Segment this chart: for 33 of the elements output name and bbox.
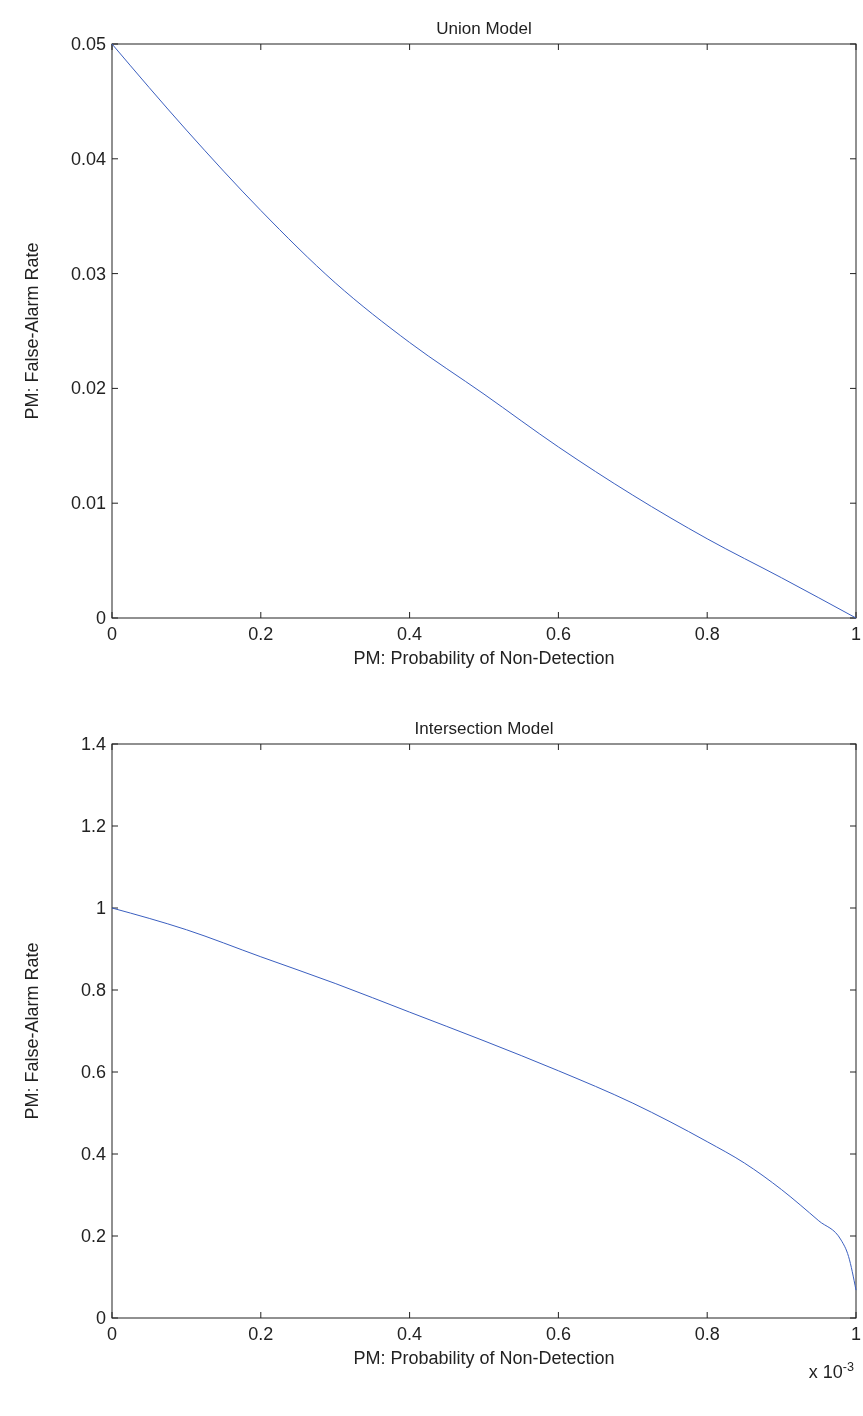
y-axis-title: PM: False-Alarm Rate: [22, 242, 42, 420]
x-tick-label: 0.6: [545, 1324, 571, 1344]
x-tick-label: 0.8: [694, 624, 720, 644]
y-tick-label: 0: [95, 1308, 106, 1328]
x-tick-label: 0.4: [397, 1324, 423, 1344]
x-tick-label: 0.6: [545, 624, 571, 644]
line-series: [111, 907, 857, 1291]
chart-title: Union Model: [436, 19, 532, 38]
x-axis-title: PM: Probability of Non-Detection: [353, 648, 615, 668]
y-tick-label: 0: [95, 608, 106, 628]
y-tick-label: 0.4: [80, 1144, 106, 1164]
y-tick-label: 1.2: [80, 816, 106, 836]
x-tick-label: 0.8: [694, 1324, 720, 1344]
x-tick-label: 0.2: [248, 624, 274, 644]
x-axis-title: PM: Probability of Non-Detection: [353, 1348, 615, 1368]
y-axis-title: PM: False-Alarm Rate: [22, 942, 42, 1120]
y-tick-label: 0.03: [70, 263, 106, 284]
y-tick-label: 1: [95, 898, 106, 918]
y-tick-label: 0.04: [70, 148, 106, 169]
line-series: [111, 43, 857, 619]
y-tick-label: 0.8: [80, 980, 106, 1000]
y-tick-label: 0.2: [80, 1226, 106, 1246]
text: x 10$^{-3}$: [808, 1360, 854, 1382]
x-tick-label: 1: [850, 1324, 862, 1344]
chart-title: Intersection Model: [414, 719, 554, 738]
x-tick-label: 0.4: [397, 624, 423, 644]
y-tick-label: 0.6: [80, 1062, 106, 1082]
x-tick-label: 1: [850, 624, 862, 644]
y-tick-label: 0.01: [70, 493, 106, 514]
y-tick-label: 0.02: [70, 378, 106, 399]
x-tick-label: 0.2: [248, 1324, 274, 1344]
y-tick-label: 1.4: [80, 734, 106, 754]
y-tick-label: 0.05: [70, 34, 106, 54]
